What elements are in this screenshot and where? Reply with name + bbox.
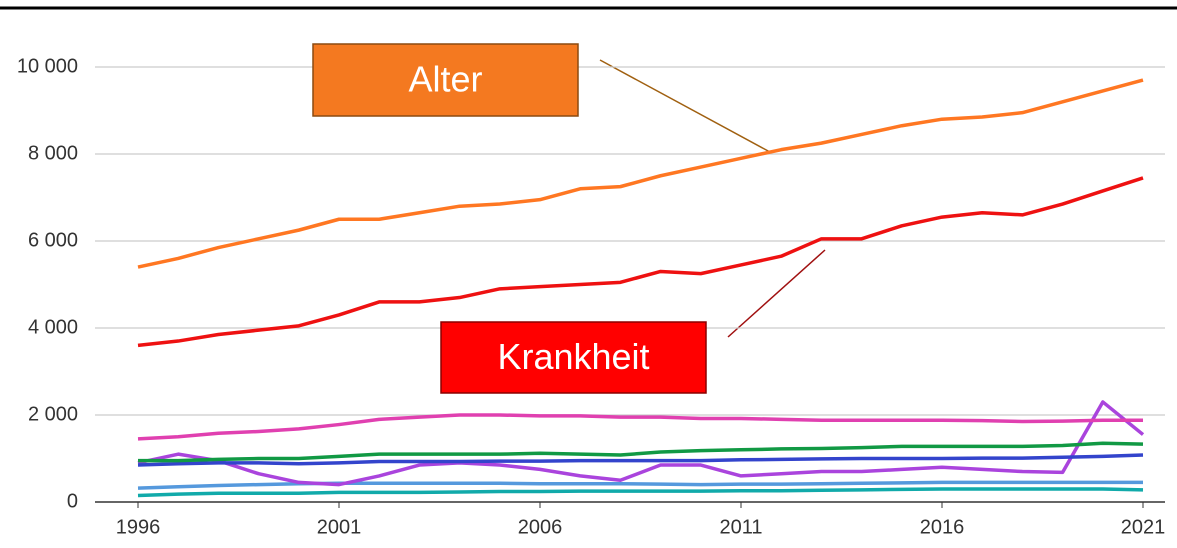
series-line: [137, 400, 1145, 487]
series-line: [137, 413, 1143, 441]
annotation-text: Krankheit: [497, 336, 649, 377]
y-tick-label: 8 000: [28, 142, 78, 164]
series-line: [138, 441, 1144, 463]
series-line: [137, 78, 1144, 269]
series-line: [137, 453, 1144, 467]
annotation-box: [312, 43, 579, 117]
x-tick-label: 2006: [518, 516, 563, 538]
x-tick-label: 2016: [920, 516, 965, 538]
x-tick-label: 2001: [317, 516, 362, 538]
y-tick-label: 4 000: [28, 316, 78, 338]
y-tick-label: 10 000: [17, 55, 78, 77]
x-tick-label: 2021: [1121, 516, 1166, 538]
y-tick-label: 6 000: [28, 229, 78, 251]
series-line: [137, 487, 1144, 498]
y-tick-label: 2 000: [28, 403, 78, 425]
annotation-box: [440, 321, 707, 394]
x-tick-label: 2011: [719, 516, 762, 538]
annotation-leader: [599, 59, 771, 153]
annotation-leader: [727, 249, 826, 338]
annotation-text: Alter: [408, 59, 482, 100]
y-tick-label: 0: [67, 490, 78, 512]
series-line: [137, 176, 1144, 348]
x-tick-label: 1996: [116, 516, 161, 538]
